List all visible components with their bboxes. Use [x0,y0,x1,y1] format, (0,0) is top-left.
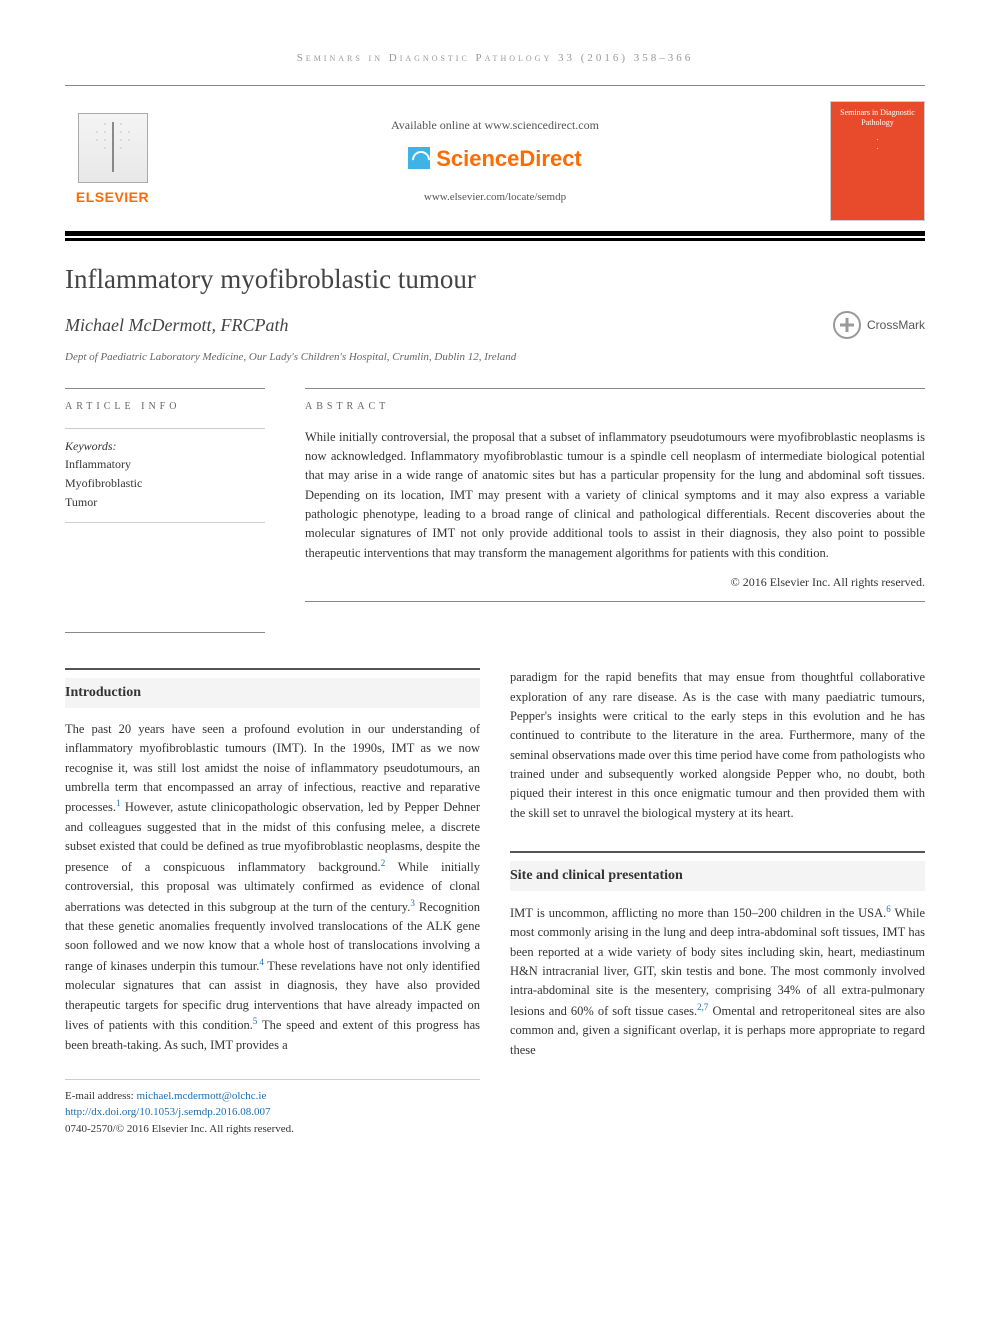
author-name: Michael McDermott, FRCPath [65,312,288,339]
section-heading-site: Site and clinical presentation [510,861,925,891]
article-info-heading: article info [65,399,265,414]
running-head: Seminars in Diagnostic Pathology 33 (201… [65,50,925,67]
email-line: E-mail address: michael.mcdermott@olchc.… [65,1088,480,1105]
masthead-center: Available online at www.sciencedirect.co… [180,116,810,206]
body-text: IMT is uncommon, afflicting no more than… [510,906,886,920]
journal-cover-line: · [837,136,918,145]
elsevier-wordmark: ELSEVIER [65,187,160,208]
crossmark-button[interactable]: CrossMark [833,311,925,339]
doi-link[interactable]: http://dx.doi.org/10.1053/j.semdp.2016.0… [65,1106,270,1118]
author-affiliation: Dept of Paediatric Laboratory Medicine, … [65,349,925,366]
keywords-label: Keywords: [65,428,265,455]
ref-link[interactable]: 2,7 [697,1002,708,1012]
elsevier-logo: ELSEVIER [65,113,160,208]
section-rule [510,851,925,853]
author-email-link[interactable]: michael.mcdermott@olchc.ie [136,1090,266,1102]
journal-cover-title: Seminars in Diagnostic Pathology [837,108,918,129]
info-end-rule [65,632,265,633]
sciencedirect-logo[interactable]: ScienceDirect [408,142,582,175]
article-title: Inflammatory myofibroblastic tumour [65,259,925,300]
sciencedirect-icon [408,147,430,169]
body-column-right: paradigm for the rapid benefits that may… [510,668,925,1137]
abstract-copyright: © 2016 Elsevier Inc. All rights reserved… [305,573,925,602]
rule-thick [65,231,925,236]
article-info-column: article info Keywords: Inflammatory Myof… [65,388,265,603]
body-columns: Introduction The past 20 years have seen… [65,668,925,1137]
site-paragraph: IMT is uncommon, afflicting no more than… [510,903,925,1060]
keyword-item: Myofibroblastic [65,474,265,493]
available-online-line: Available online at www.sciencedirect.co… [180,116,810,134]
author-line: Michael McDermott, FRCPath CrossMark [65,311,925,339]
spacer [510,823,925,851]
journal-cover-line: · [837,145,918,154]
crossmark-label: CrossMark [867,316,925,334]
section-rule [65,668,480,670]
keyword-item: Inflammatory [65,455,265,474]
section-heading-introduction: Introduction [65,678,480,708]
abstract-heading: abstract [305,399,925,414]
masthead: ELSEVIER Available online at www.science… [65,85,925,231]
info-abstract-row: article info Keywords: Inflammatory Myof… [65,388,925,603]
sciencedirect-wordmark: ScienceDirect [436,142,582,175]
journal-cover-thumb: Seminars in Diagnostic Pathology · · [830,101,925,221]
keywords-list: Inflammatory Myofibroblastic Tumor [65,455,265,524]
intro-paragraph: The past 20 years have seen a profound e… [65,720,480,1055]
rule-thin [65,238,925,241]
intro-paragraph-continued: paradigm for the rapid benefits that may… [510,668,925,823]
abstract-text: While initially controversial, the propo… [305,428,925,574]
issn-copyright: 0740-2570/© 2016 Elsevier Inc. All right… [65,1121,480,1138]
footer-block: E-mail address: michael.mcdermott@olchc.… [65,1079,480,1138]
body-column-left: Introduction The past 20 years have seen… [65,668,480,1137]
body-text: While most commonly arising in the lung … [510,906,925,1018]
abstract-column: abstract While initially controversial, … [305,388,925,603]
elsevier-tree-icon [78,113,148,183]
journal-locate-url[interactable]: www.elsevier.com/locate/semdp [180,189,810,206]
crossmark-icon [833,311,861,339]
email-label: E-mail address: [65,1090,136,1102]
page: Seminars in Diagnostic Pathology 33 (201… [0,0,990,1167]
keyword-item: Tumor [65,493,265,512]
